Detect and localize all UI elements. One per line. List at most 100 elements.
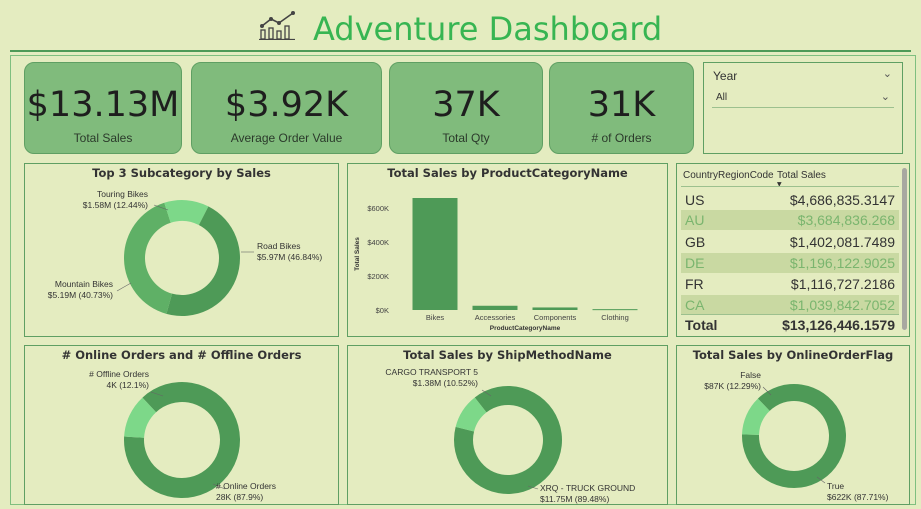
- offline-leader-line: [150, 391, 164, 397]
- mountain-leader-line: [116, 282, 132, 292]
- online-offline-orders-panel[interactable]: # Online Orders and # Offline Orders # O…: [24, 345, 339, 505]
- donut-slice-mountain-bikes[interactable]: [124, 202, 173, 314]
- country-sales: $1,039,842.7052: [789, 297, 895, 313]
- kpi-total-qty-card[interactable]: 37K Total Qty: [389, 62, 543, 154]
- y-tick-label: $600K: [367, 204, 389, 213]
- country-sales: $1,402,081.7489: [789, 234, 895, 250]
- donut-slice-road-bikes[interactable]: [166, 206, 240, 316]
- country-code: DE: [685, 255, 705, 271]
- sales-by-category-title: Total Sales by ProductCategoryName: [387, 166, 628, 180]
- sort-down-icon[interactable]: ▼: [777, 181, 782, 188]
- table-row[interactable]: GB $1,402,081.7489: [681, 232, 899, 252]
- year-dropdown-value: All: [716, 92, 728, 103]
- road-bikes-value: $5.97M (46.84%): [257, 252, 322, 262]
- cargo-transport-value: $1.38M (10.52%): [413, 378, 478, 388]
- table-row[interactable]: US $4,686,835.3147: [681, 190, 899, 210]
- chart-logo-icon: [258, 10, 297, 48]
- kpi-orders-card[interactable]: 31K # of Orders: [549, 62, 694, 154]
- total-sales-column-header[interactable]: Total Sales: [777, 170, 826, 181]
- total-label: Total: [685, 317, 718, 333]
- donut-slice-xrq-truck-ground[interactable]: [454, 386, 562, 494]
- road-bikes-label: Road Bikes: [257, 241, 300, 251]
- donut-slice-offline-orders[interactable]: [124, 397, 157, 438]
- x-tick-label: Accessories: [475, 313, 516, 322]
- online-orders-value: 28K (87.9%): [216, 492, 263, 502]
- online-order-flag-title: Total Sales by OnlineOrderFlag: [692, 348, 894, 362]
- table-header-divider: [681, 186, 899, 187]
- donut-slice-false[interactable]: [742, 398, 770, 435]
- x-axis-title: ProductCategoryName: [490, 325, 561, 332]
- truck-leader-line: [527, 485, 539, 490]
- true-leader-line: [816, 476, 826, 484]
- country-column-header[interactable]: CountryRegionCode: [683, 170, 774, 181]
- donut-slice-cargo-transport-5[interactable]: [455, 397, 487, 432]
- x-tick-label: Components: [534, 313, 577, 322]
- top3-subcategory-title: Top 3 Subcategory by Sales: [92, 166, 271, 180]
- kpi-average-order-value-card[interactable]: $3.92K Average Order Value: [191, 62, 382, 154]
- kpi-average-order-value-value: $3.92K: [224, 85, 349, 125]
- cargo-transport-label: CARGO TRANSPORT 5: [385, 367, 478, 377]
- kpi-total-qty-label: Total Qty: [442, 131, 490, 145]
- bar-accessories[interactable]: [472, 305, 518, 310]
- y-axis-title: Total Sales: [354, 237, 361, 271]
- country-sales-table[interactable]: CountryRegionCode Total Sales ▼ US $4,68…: [676, 163, 910, 337]
- donut-slice-touring-bikes[interactable]: [164, 200, 209, 226]
- page-title-text: Adventure Dashboard: [312, 10, 663, 48]
- y-tick-label: $400K: [367, 238, 389, 247]
- country-sales: $1,116,727.2186: [790, 276, 895, 292]
- kpi-average-order-value-label: Average Order Value: [230, 131, 343, 145]
- bar-components[interactable]: [532, 307, 578, 310]
- table-row[interactable]: DE $1,196,122.9025: [681, 253, 899, 273]
- touring-bikes-value: $1.58M (12.44%): [83, 200, 148, 210]
- table-scrollbar[interactable]: [902, 168, 907, 330]
- offline-orders-value: 4K (12.1%): [106, 380, 149, 390]
- kpi-total-sales-label: Total Sales: [73, 131, 133, 145]
- collapse-chevron-icon[interactable]: ⌄: [882, 67, 892, 80]
- y-tick-label: $0K: [376, 306, 389, 315]
- kpi-total-sales-value: $13.13M: [26, 85, 180, 125]
- mountain-bikes-label: Mountain Bikes: [55, 279, 113, 289]
- country-code: US: [685, 192, 705, 208]
- x-tick-label: Clothing: [601, 313, 629, 322]
- ship-method-title: Total Sales by ShipMethodName: [403, 348, 612, 362]
- kpi-total-sales-card[interactable]: $13.13M Total Sales: [24, 62, 182, 154]
- table-row[interactable]: FR $1,116,727.2186: [681, 274, 899, 294]
- false-flag-label: False: [740, 370, 761, 380]
- country-code: CA: [685, 297, 705, 313]
- kpi-orders-value: 31K: [587, 85, 656, 125]
- table-row[interactable]: AU $3,684,836.268: [681, 210, 899, 230]
- total-value: $13,126,446.1579: [782, 317, 895, 333]
- year-slicer: Year ⌄ All ⌄: [703, 62, 903, 154]
- table-total-row: Total $13,126,446.1579: [681, 314, 899, 335]
- country-sales: $3,684,836.268: [797, 212, 895, 228]
- chevron-down-icon[interactable]: ⌄: [880, 90, 890, 103]
- truck-ground-value: $11.75M (89.48%): [540, 494, 609, 504]
- sales-by-category-chart[interactable]: $0K $200K $400K $600K Total Sales Bikes Access…: [348, 164, 669, 338]
- kpi-total-qty-value: 37K: [432, 85, 500, 125]
- online-offline-orders-donut[interactable]: # Offline Orders 4K (12.1%) # Online Ord…: [25, 346, 340, 506]
- page-title: Adventure Dashboard: [0, 8, 921, 48]
- sales-by-category-panel[interactable]: Total Sales by ProductCategoryName $0K $2…: [347, 163, 668, 337]
- x-tick-label: Bikes: [426, 313, 445, 322]
- top3-subcategory-panel[interactable]: Top 3 Subcategory by Sales Touring Bikes…: [24, 163, 339, 337]
- country-code: AU: [685, 212, 705, 228]
- true-flag-value: $622K (87.71%): [827, 492, 889, 502]
- online-order-flag-panel[interactable]: Total Sales by OnlineOrderFlag False $87…: [676, 345, 910, 505]
- bar-clothing[interactable]: [592, 309, 638, 311]
- true-flag-label: True: [827, 481, 844, 491]
- donut-slice-true[interactable]: [742, 384, 846, 488]
- ship-method-donut[interactable]: CARGO TRANSPORT 5 $1.38M (10.52%) XRQ - …: [348, 346, 669, 506]
- bar-bikes[interactable]: [412, 198, 458, 310]
- donut-slice-online-orders[interactable]: [124, 382, 240, 498]
- year-dropdown[interactable]: All ⌄: [712, 89, 894, 108]
- mountain-bikes-value: $5.19M (40.73%): [48, 290, 113, 300]
- online-order-flag-donut[interactable]: False $87K (12.29%) True $622K (87.71%): [677, 346, 911, 506]
- country-code: FR: [685, 276, 704, 292]
- offline-orders-label: # Offline Orders: [89, 369, 149, 379]
- ship-method-panel[interactable]: Total Sales by ShipMethodName CARGO TRAN…: [347, 345, 668, 505]
- touring-bikes-label: Touring Bikes: [97, 189, 148, 199]
- online-orders-label: # Online Orders: [216, 481, 276, 491]
- top3-subcategory-donut[interactable]: Touring Bikes $1.58M (12.44%) Mountain B…: [25, 164, 340, 338]
- country-sales: $4,686,835.3147: [789, 192, 895, 208]
- table-row[interactable]: CA $1,039,842.7052: [681, 295, 899, 315]
